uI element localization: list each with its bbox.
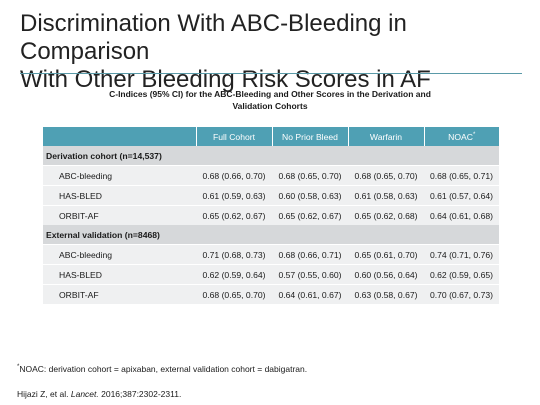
table-cell: 0.70 (0.67, 0.73)	[424, 284, 499, 304]
table-cell: 0.68 (0.65, 0.70)	[196, 284, 272, 304]
row-label: ABC-bleeding	[43, 165, 196, 186]
table-cell: 0.60 (0.58, 0.63)	[272, 185, 348, 206]
section-label: External validation (n=8468)	[43, 225, 499, 245]
footnote-text: NOAC: derivation cohort = apixaban, exte…	[19, 364, 308, 374]
table-cell: 0.62 (0.59, 0.64)	[196, 264, 272, 285]
table-cell: 0.68 (0.66, 0.71)	[272, 244, 348, 265]
table-cell: 0.60 (0.56, 0.64)	[348, 264, 424, 285]
citation: Hijazi Z, et al. Lancet. 2016;387:2302-2…	[17, 389, 181, 399]
table-cell: 0.64 (0.61, 0.68)	[424, 205, 499, 225]
table-header-row: Full Cohort No Prior Bleed Warfarin NOAC…	[43, 127, 499, 146]
footnote: *NOAC: derivation cohort = apixaban, ext…	[17, 364, 307, 374]
title-divider	[20, 73, 522, 74]
section-label: Derivation cohort (n=14,537)	[43, 146, 499, 166]
row-label: ABC-bleeding	[43, 244, 196, 265]
header-noac-marker: *	[473, 131, 476, 138]
table-cell: 0.68 (0.65, 0.71)	[424, 165, 499, 186]
header-noac: NOAC*	[424, 127, 499, 146]
table-caption-line1: C-Indices (95% CI) for the ABC-Bleeding …	[109, 89, 431, 99]
c-index-table: Full Cohort No Prior Bleed Warfarin NOAC…	[43, 127, 499, 304]
table-cell: 0.65 (0.61, 0.70)	[348, 244, 424, 265]
table-row: ABC-bleeding 0.68 (0.66, 0.70) 0.68 (0.6…	[43, 165, 499, 186]
table-cell: 0.61 (0.57, 0.64)	[424, 185, 499, 206]
table-cell: 0.57 (0.55, 0.60)	[272, 264, 348, 285]
table-cell: 0.63 (0.58, 0.67)	[348, 284, 424, 304]
table-row: HAS-BLED 0.62 (0.59, 0.64) 0.57 (0.55, 0…	[43, 264, 499, 285]
table-cell: 0.65 (0.62, 0.68)	[348, 205, 424, 225]
c-index-table-container: Full Cohort No Prior Bleed Warfarin NOAC…	[43, 127, 499, 304]
citation-details: 2016;387:2302-2311.	[98, 389, 182, 399]
table-cell: 0.68 (0.66, 0.70)	[196, 165, 272, 186]
row-label: ORBIT-AF	[43, 205, 196, 225]
table-row: ORBIT-AF 0.65 (0.62, 0.67) 0.65 (0.62, 0…	[43, 205, 499, 225]
header-full-cohort: Full Cohort	[196, 127, 273, 146]
row-label: HAS-BLED	[43, 185, 196, 206]
table-cell: 0.65 (0.62, 0.67)	[196, 205, 272, 225]
table-cell: 0.61 (0.58, 0.63)	[348, 185, 424, 206]
footnote-marker: *	[17, 364, 20, 371]
slide-title-line2: With Other Bleeding Risk Scores in AF	[20, 66, 431, 93]
row-label: HAS-BLED	[43, 264, 196, 285]
slide-title: Discrimination With ABC-Bleeding in Comp…	[20, 10, 520, 94]
row-label: ORBIT-AF	[43, 284, 196, 304]
citation-journal: Lancet.	[70, 389, 99, 399]
table-caption: C-Indices (95% CI) for the ABC-Bleeding …	[60, 88, 480, 112]
citation-authors: Hijazi Z, et al.	[17, 389, 71, 399]
table-cell: 0.65 (0.62, 0.67)	[272, 205, 348, 225]
table-cell: 0.64 (0.61, 0.67)	[272, 284, 348, 304]
table-cell: 0.62 (0.59, 0.65)	[424, 264, 499, 285]
section-row-derivation: Derivation cohort (n=14,537)	[43, 146, 499, 166]
table-cell: 0.74 (0.71, 0.76)	[424, 244, 499, 265]
header-noac-label: NOAC	[448, 131, 473, 142]
table-row: ABC-bleeding 0.71 (0.68, 0.73) 0.68 (0.6…	[43, 244, 499, 265]
table-cell: 0.61 (0.59, 0.63)	[196, 185, 272, 206]
table-row: HAS-BLED 0.61 (0.59, 0.63) 0.60 (0.58, 0…	[43, 185, 499, 206]
header-no-prior-bleed: No Prior Bleed	[272, 127, 349, 146]
table-cell: 0.68 (0.65, 0.70)	[348, 165, 424, 186]
section-row-external-validation: External validation (n=8468)	[43, 225, 499, 245]
table-cell: 0.68 (0.65, 0.70)	[272, 165, 348, 186]
header-cell-blank	[43, 127, 197, 146]
table-row: ORBIT-AF 0.68 (0.65, 0.70) 0.64 (0.61, 0…	[43, 284, 499, 304]
table-cell: 0.71 (0.68, 0.73)	[196, 244, 272, 265]
table-caption-line2: Validation Cohorts	[232, 101, 308, 111]
slide-title-line1: Discrimination With ABC-Bleeding in Comp…	[20, 10, 407, 65]
header-warfarin: Warfarin	[348, 127, 425, 146]
